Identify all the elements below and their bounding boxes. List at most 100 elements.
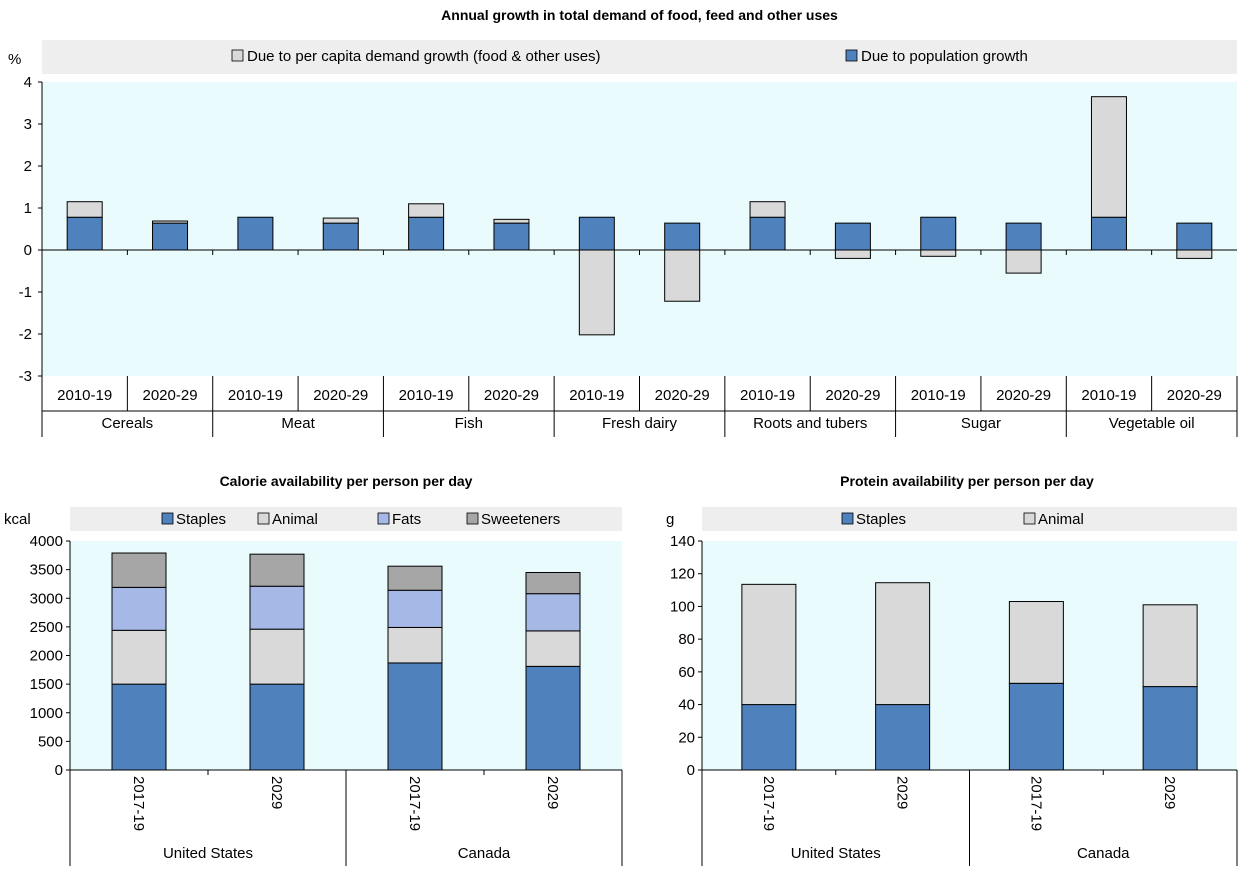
bar-population [322, 222, 359, 251]
bar-segment-staples [1142, 686, 1198, 771]
bar-segment-staples [387, 662, 443, 771]
bar-population [749, 216, 786, 251]
y-tick-label: 500 [38, 733, 63, 750]
legend-label: Staples [856, 511, 906, 528]
bar-population [834, 222, 871, 251]
y-tick-label: 2000 [30, 648, 63, 665]
legend-swatch [845, 49, 858, 62]
y-tick-label: 4000 [30, 533, 63, 550]
bar-segment-fats [525, 593, 581, 632]
bar-segment-animal [387, 626, 443, 664]
bar-segment-animal [1008, 601, 1064, 684]
bar-population [1176, 222, 1213, 251]
legend-label: Animal [272, 511, 318, 528]
legend-label: Due to population growth [861, 48, 1028, 65]
bar-segment-animal [875, 582, 931, 706]
legend-swatch [377, 512, 390, 525]
x-category-label: 2017-19 [130, 776, 147, 831]
x-category-label: 2010-19 [740, 387, 795, 404]
x-category-label: 2010-19 [399, 387, 454, 404]
x-category-label: 2020-29 [484, 387, 539, 404]
x-category-label: 2029 [894, 776, 911, 809]
legend-swatch [231, 49, 244, 62]
bar-population [493, 222, 530, 251]
y-tick-label: 3000 [30, 590, 63, 607]
legend-swatch [466, 512, 479, 525]
legend-label: Due to per capita demand growth (food & … [247, 48, 601, 65]
y-tick-label: 20 [678, 729, 695, 746]
x-category-label: 2017-19 [1027, 776, 1044, 831]
bar-population [237, 216, 274, 251]
bar-segment-animal [525, 630, 581, 667]
y-tick-label: 0 [24, 242, 32, 259]
x-category-label: 2020-29 [996, 387, 1051, 404]
legend-swatch [257, 512, 270, 525]
y-tick-label: 2500 [30, 619, 63, 636]
x-group-label: United States [163, 845, 253, 862]
x-group-label: Roots and tubers [753, 415, 867, 432]
bar-segment-staples [525, 665, 581, 771]
x-category-label: 2020-29 [143, 387, 198, 404]
x-group-label: Vegetable oil [1109, 415, 1195, 432]
y-tick-label: 0 [55, 762, 63, 779]
bar-population [920, 216, 957, 251]
chart-title: Annual growth in total demand of food, f… [441, 7, 838, 23]
y-tick-label: 120 [670, 566, 695, 583]
x-category-label: 2010-19 [911, 387, 966, 404]
x-category-label: 2010-19 [569, 387, 624, 404]
bar-population [1090, 216, 1127, 251]
bar-segment-fats [111, 586, 167, 631]
y-axis-unit: % [8, 51, 21, 68]
x-group-label: Meat [281, 415, 315, 432]
y-tick-label: 1000 [30, 705, 63, 722]
y-tick-label: 2 [24, 158, 32, 175]
bar-population [408, 216, 445, 251]
x-category-label: 2010-19 [57, 387, 112, 404]
x-group-label: United States [791, 845, 881, 862]
x-group-label: Fresh dairy [602, 415, 678, 432]
legend-band [702, 507, 1237, 531]
legend-swatch [841, 512, 854, 525]
y-tick-label: 3 [24, 116, 32, 133]
bar-segment-fats [249, 585, 305, 630]
x-group-label: Cereals [102, 415, 154, 432]
x-category-label: 2020-29 [313, 387, 368, 404]
bar-segment-animal [741, 583, 797, 706]
legend-label: Staples [176, 511, 226, 528]
legend-swatch [161, 512, 174, 525]
bar-per-capita [749, 201, 786, 218]
bar-per-capita [664, 249, 701, 302]
y-tick-label: 60 [678, 664, 695, 681]
y-tick-label: 1500 [30, 676, 63, 693]
bar-segment-staples [741, 704, 797, 771]
bar-per-capita [834, 249, 871, 259]
x-group-label: Canada [1077, 845, 1130, 862]
bar-per-capita [66, 201, 103, 218]
y-axis-unit: kcal [4, 511, 31, 528]
bar-population [152, 222, 189, 251]
x-group-label: Sugar [961, 415, 1001, 432]
x-category-label: 2010-19 [1081, 387, 1136, 404]
bar-segment-sweeteners [525, 571, 581, 595]
y-tick-label: -1 [19, 284, 32, 301]
bar-population [578, 216, 615, 251]
bar-population [66, 216, 103, 251]
bar-population [664, 222, 701, 251]
y-tick-label: 40 [678, 697, 695, 714]
y-tick-label: 140 [670, 533, 695, 550]
legend-swatch [1023, 512, 1036, 525]
y-tick-label: 80 [678, 631, 695, 648]
bar-segment-animal [111, 629, 167, 685]
bar-segment-sweeteners [249, 553, 305, 587]
x-category-label: 2020-29 [825, 387, 880, 404]
bar-segment-staples [875, 704, 931, 771]
bar-segment-animal [249, 628, 305, 685]
legend-label: Sweeteners [481, 511, 560, 528]
legend-band [42, 40, 1237, 74]
bar-segment-staples [111, 683, 167, 771]
x-group-label: Canada [458, 845, 511, 862]
bar-per-capita [152, 220, 189, 224]
x-category-label: 2010-19 [228, 387, 283, 404]
